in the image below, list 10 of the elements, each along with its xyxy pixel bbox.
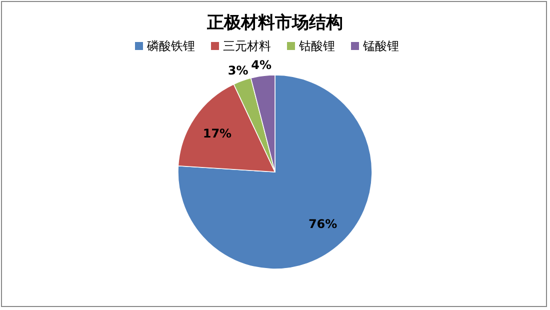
pie-slice <box>178 74 372 270</box>
data-label: 76% <box>308 216 338 231</box>
legend-label: 三元材料 <box>223 39 271 53</box>
data-label: 3% <box>228 63 248 78</box>
legend-label: 磷酸铁锂 <box>146 39 195 53</box>
chart-title: 正极材料市场结构 <box>206 13 343 33</box>
data-label: 17% <box>202 126 232 141</box>
data-label: 4% <box>251 58 272 72</box>
legend-label: 锰酸锂 <box>362 39 399 53</box>
legend-label: 钴酸锂 <box>298 39 335 53</box>
